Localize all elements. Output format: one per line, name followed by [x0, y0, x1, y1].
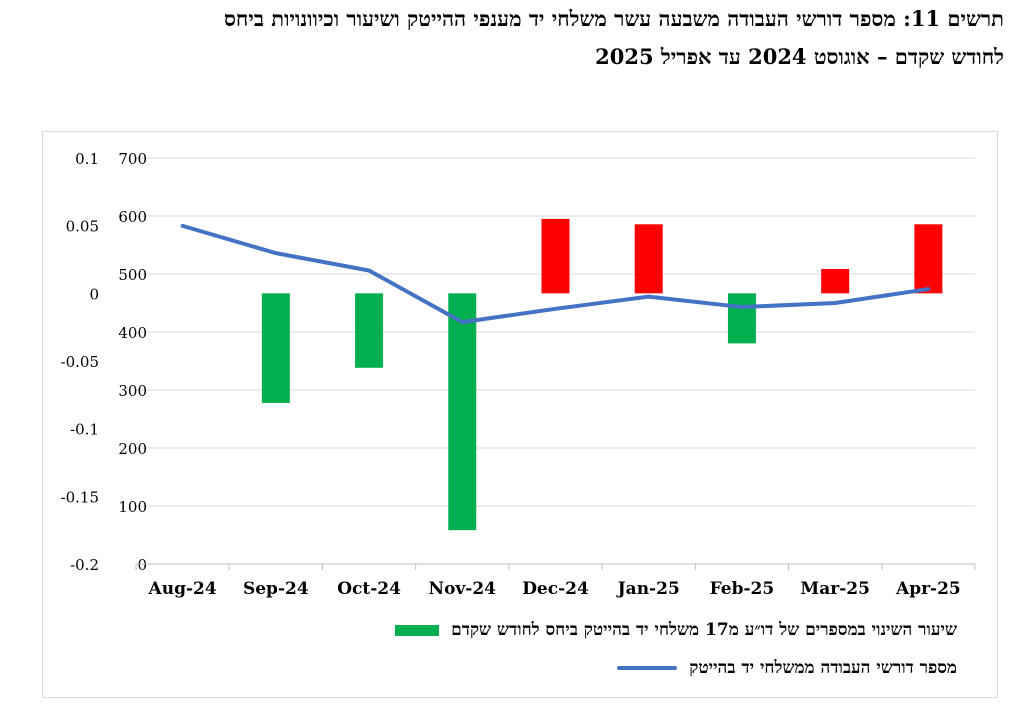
- bar-mark: [914, 224, 943, 294]
- legend-item-job-seekers: מספר דורשי העבודה ממשלחי יד בהייטק: [617, 658, 957, 678]
- legend-label-job-seekers: מספר דורשי העבודה ממשלחי יד בהייטק: [689, 658, 957, 678]
- x-axis-tick-label: Jan-25: [616, 579, 680, 599]
- bar-mark: [355, 293, 384, 368]
- legend-swatch-line: [617, 666, 678, 670]
- legend-item-rate-change: שיעור השינוי במספרים של דו״ע מ17 משלחי י…: [395, 620, 957, 640]
- bar-mark: [261, 293, 290, 403]
- bar-mark: [448, 293, 477, 531]
- left-axis-tick-label: 0: [89, 285, 99, 303]
- line-point: [647, 295, 651, 299]
- line-point: [367, 269, 371, 273]
- x-axis-tick-label: Sep-24: [243, 579, 309, 599]
- x-axis-tick-label: Nov-24: [429, 579, 497, 599]
- chart-title-line-1: תרשים 11: מספר דורשי העבודה משבעה עשר מש…: [223, 6, 1004, 31]
- left-axis-tick-label: -0.2: [70, 556, 99, 574]
- line-point: [740, 305, 744, 309]
- left-axis-tick-label: -0.15: [61, 488, 99, 506]
- legend-label-rate-change: שיעור השינוי במספרים של דו״ע מ17 משלחי י…: [451, 620, 957, 640]
- bar-mark: [634, 224, 663, 294]
- axes: 0.1 0.05 0 -0.05 -0.1 -0.15 -0.2 700 600 500 400 30…: [61, 150, 976, 599]
- bar-mark: [821, 268, 850, 294]
- line-point: [554, 307, 557, 311]
- line-point: [181, 224, 185, 228]
- x-axis-tick-label: Mar-25: [800, 579, 870, 599]
- right-axis-tick-label: 0: [137, 556, 147, 574]
- chart-svg: 0.1 0.05 0 -0.05 -0.1 -0.15 -0.2 700 600 500 400 30…: [61, 150, 976, 599]
- line-point: [460, 320, 464, 324]
- x-axis-tick-label: Aug-24: [148, 579, 217, 599]
- right-axis-tick-label: 500: [118, 266, 147, 284]
- bar-mark: [727, 293, 756, 344]
- x-axis-tick-label: Apr-25: [895, 579, 961, 599]
- right-axis-tick-label: 200: [118, 440, 147, 458]
- line-point: [926, 287, 930, 291]
- bars: [261, 218, 943, 531]
- right-axis-tick-label: 400: [118, 324, 147, 342]
- bar-mark: [541, 218, 570, 294]
- right-axis-tick-label: 100: [118, 498, 147, 516]
- left-axis-tick-label: -0.05: [61, 353, 99, 371]
- chart-title-line-2: לחודש שקדם – אוגוסט 2024 עד אפריל 2025: [595, 44, 1004, 69]
- line-point: [833, 301, 837, 305]
- line-point: [274, 251, 278, 255]
- x-axis-tick-label: Dec-24: [522, 579, 589, 599]
- x-axis-tick-label: Feb-25: [710, 579, 775, 599]
- legend-swatch-bar: [395, 624, 440, 636]
- line-series: [180, 223, 931, 325]
- left-axis-tick-label: -0.1: [70, 421, 99, 439]
- chart-area: 0.1 0.05 0 -0.05 -0.1 -0.15 -0.2 700 600 500 400 30…: [42, 131, 998, 698]
- right-axis-tick-label: 700: [118, 150, 147, 168]
- right-axis-tick-label: 300: [118, 382, 147, 400]
- left-axis-tick-label: 0.05: [66, 218, 99, 236]
- left-axis-tick-label: 0.1: [75, 150, 99, 168]
- x-axis-tick-label: Oct-24: [337, 579, 401, 599]
- right-axis-tick-label: 600: [118, 208, 147, 226]
